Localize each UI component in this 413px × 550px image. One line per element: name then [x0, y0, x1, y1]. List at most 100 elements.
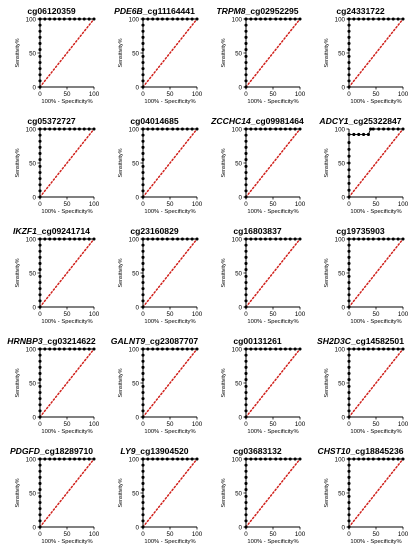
roc-point	[38, 183, 42, 187]
roc-point	[357, 132, 361, 136]
x-tick-label: 100	[192, 91, 203, 98]
roc-point	[347, 175, 351, 179]
roc-point	[141, 29, 145, 33]
roc-point	[288, 457, 292, 461]
y-axis-label: Sensitivity%	[15, 478, 21, 507]
roc-point	[38, 469, 42, 473]
reference-diagonal-line	[348, 458, 404, 528]
y-tick-label: 0	[33, 524, 37, 531]
y-tick-label: 0	[239, 84, 243, 91]
roc-point	[38, 177, 42, 181]
roc-point	[38, 189, 42, 193]
roc-point	[244, 280, 248, 285]
roc-point	[249, 457, 253, 461]
roc-point	[73, 17, 77, 21]
roc-point	[141, 353, 145, 357]
roc-panel: cg03683132 0 50 100 0 50 100 100% - Specificity…	[206, 440, 309, 550]
roc-point	[244, 145, 248, 149]
roc-point	[38, 415, 42, 419]
roc-point	[371, 17, 375, 21]
roc-point	[141, 287, 145, 291]
roc-point	[141, 17, 145, 21]
roc-point	[82, 457, 86, 461]
gene-name: CHST10	[317, 446, 351, 456]
roc-point	[244, 371, 248, 376]
roc-point	[274, 347, 278, 351]
roc-point	[57, 127, 61, 131]
roc-panel: cg24331722 0 50 100 0 50 100 100% - Specificity…	[309, 0, 412, 110]
roc-point	[249, 127, 253, 131]
y-tick-label: 100	[232, 236, 243, 243]
roc-point	[244, 415, 248, 419]
roc-point	[347, 79, 351, 83]
roc-point	[141, 488, 145, 492]
x-tick-label: 50	[270, 421, 277, 428]
roc-point	[141, 177, 145, 181]
roc-point	[68, 17, 72, 21]
probe-id: cg23160829	[130, 226, 179, 236]
chart-title: cg16803837	[206, 226, 309, 236]
roc-point	[92, 237, 96, 241]
x-tick-label: 100	[398, 311, 409, 318]
roc-point	[38, 139, 42, 143]
x-tick-label: 0	[141, 311, 145, 318]
roc-point	[141, 48, 145, 52]
x-tick-label: 50	[167, 531, 174, 538]
roc-point	[366, 457, 370, 461]
chart-title: cg23160829	[103, 226, 206, 236]
roc-point	[382, 237, 386, 241]
probe-id: cg04014685	[130, 116, 179, 126]
x-axis-label: 100% - Specificity%	[144, 429, 195, 435]
roc-point	[57, 17, 61, 21]
roc-panel: GALNT9_cg23087707 0 50 100 0 50 100 100% - Spec…	[103, 330, 206, 440]
roc-point	[160, 347, 164, 351]
x-axis-label: 100% - Specificity%	[247, 319, 298, 325]
gene-name: ADCY1	[319, 116, 349, 126]
roc-point	[244, 243, 248, 247]
probe-id: cg03683132	[233, 446, 282, 456]
chart-title: PDE6B_cg11164441	[103, 6, 206, 16]
roc-point	[347, 390, 351, 395]
x-tick-label: 100	[89, 201, 100, 208]
roc-point	[268, 17, 272, 21]
roc-point	[347, 255, 351, 259]
roc-point	[357, 457, 361, 461]
probe-id: _cg09241714	[36, 226, 90, 236]
roc-point	[362, 347, 366, 351]
roc-panel: cg04014685 0 50 100 0 50 100 100% - Specificity…	[103, 110, 206, 220]
roc-point	[347, 481, 351, 486]
y-tick-label: 0	[239, 524, 243, 531]
roc-panel: HRNBP3_cg03214622 0 50 100 0 50 100 100% - Spec…	[0, 330, 103, 440]
roc-point	[141, 79, 145, 83]
roc-point	[347, 287, 351, 291]
roc-point	[141, 463, 145, 467]
probe-id: _cg18845236	[350, 446, 404, 456]
y-tick-label: 50	[132, 380, 139, 387]
roc-point	[249, 237, 253, 241]
roc-point	[68, 347, 72, 351]
x-tick-label: 50	[270, 91, 277, 98]
roc-point	[43, 127, 47, 131]
roc-point	[366, 17, 370, 21]
x-tick-label: 100	[295, 421, 306, 428]
roc-point	[254, 237, 258, 241]
roc-panel: cg19735903 0 50 100 0 50 100 100% - Specificity…	[309, 220, 412, 330]
roc-point	[53, 457, 57, 461]
roc-point	[244, 195, 248, 199]
roc-point	[298, 17, 302, 21]
roc-point	[259, 127, 263, 131]
roc-point	[244, 54, 248, 58]
y-axis-label: Sensitivity%	[15, 38, 21, 67]
roc-point	[391, 347, 395, 351]
y-axis-label: Sensitivity%	[324, 258, 330, 287]
gene-name: PDE6B	[114, 6, 143, 16]
gene-name: SH2D3C	[317, 336, 351, 346]
x-tick-label: 100	[398, 91, 409, 98]
x-tick-label: 0	[38, 201, 42, 208]
roc-point	[347, 409, 351, 413]
roc-point	[244, 347, 248, 351]
roc-panel: TRPM8_cg02952295 0 50 100 0 50 100 100% - Speci…	[206, 0, 309, 110]
roc-point	[244, 151, 248, 156]
y-tick-label: 0	[342, 524, 346, 531]
